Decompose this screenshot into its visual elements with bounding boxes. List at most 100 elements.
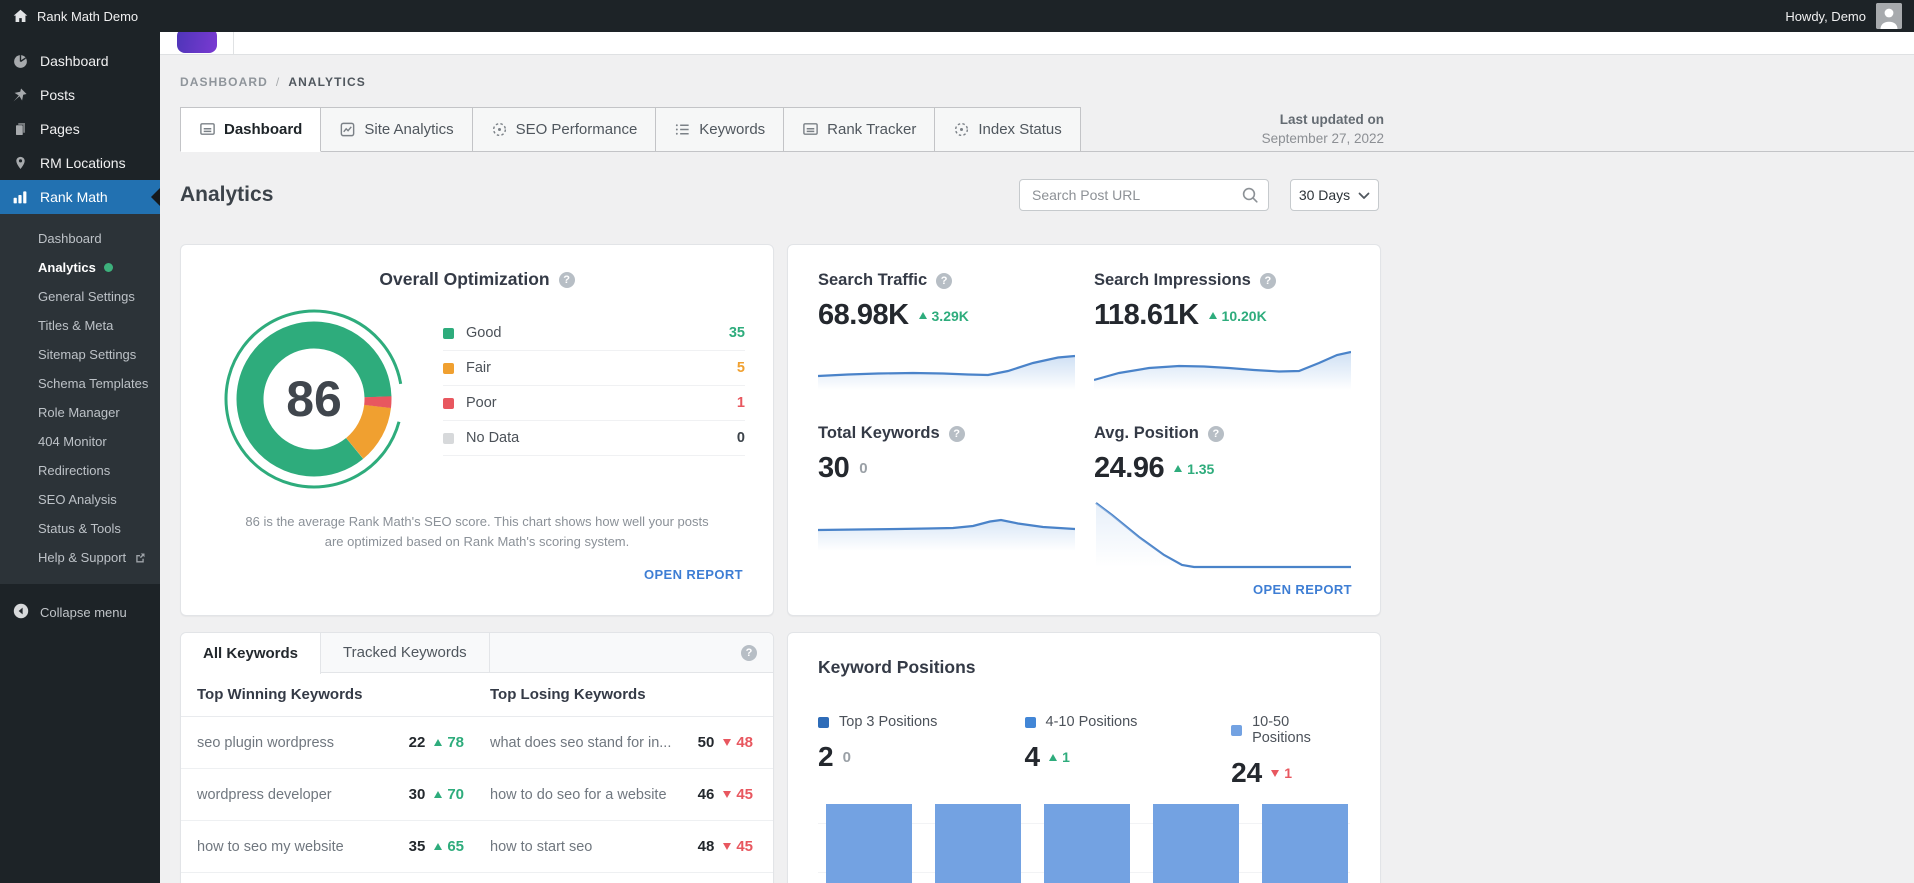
legend-row-good: Good 35 [443, 316, 745, 351]
keyword-position: 50 [698, 734, 715, 751]
up-arrow-icon [434, 791, 442, 798]
sidebar-item-label: RM Locations [40, 155, 126, 171]
keyword-link[interactable]: what does seo stand for in... [490, 735, 686, 751]
keywords-tabbar: All Keywords Tracked Keywords ? [181, 633, 773, 673]
sidebar-item-label: Posts [40, 87, 75, 103]
help-icon[interactable]: ? [559, 272, 575, 288]
tab-site-analytics[interactable]: Site Analytics [320, 107, 472, 152]
help-icon[interactable]: ? [949, 426, 965, 442]
admin-bar-account[interactable]: Howdy, Demo [1785, 3, 1902, 29]
submenu-item-dashboard[interactable]: Dashboard [0, 224, 160, 253]
group-delta: 1 [1062, 749, 1070, 765]
admin-bar-site-link[interactable]: Rank Math Demo [12, 8, 138, 25]
tab-label: Site Analytics [364, 121, 453, 138]
help-icon[interactable]: ? [1260, 273, 1276, 289]
open-report-link[interactable]: OPEN REPORT [644, 567, 743, 582]
sidebar-item-rm-locations[interactable]: RM Locations [0, 146, 160, 180]
tab-seo-performance[interactable]: SEO Performance [472, 107, 657, 152]
header-divider [233, 32, 234, 54]
tab-tracked-keywords[interactable]: Tracked Keywords [321, 633, 490, 672]
keyword-link[interactable]: how to start seo [490, 839, 686, 855]
submenu-item-seo-analysis[interactable]: SEO Analysis [0, 485, 160, 514]
help-icon[interactable]: ? [1208, 426, 1224, 442]
down-arrow-icon [1271, 770, 1279, 777]
keyword-position: 35 [409, 838, 426, 855]
last-updated-line1: Last updated on [1262, 111, 1384, 130]
external-link-icon [134, 552, 146, 564]
keyword-link[interactable]: how to seo my website [197, 839, 397, 855]
date-range-value: 30 Days [1299, 187, 1350, 203]
help-icon[interactable]: ? [936, 273, 952, 289]
metric-delta: 1.35 [1187, 461, 1214, 477]
last-updated: Last updated on September 27, 2022 [1262, 111, 1384, 149]
help-icon[interactable]: ? [741, 645, 757, 661]
breadcrumb-parent[interactable]: DASHBOARD [180, 75, 268, 89]
keyword-delta: 48 [736, 734, 753, 751]
collapse-label: Collapse menu [40, 605, 127, 620]
avg-position-sparkline [1094, 497, 1351, 589]
search-input[interactable] [1019, 179, 1269, 211]
submenu-item-404-monitor[interactable]: 404 Monitor [0, 427, 160, 456]
total-keywords-sparkline [818, 497, 1075, 551]
up-arrow-icon [1209, 312, 1217, 319]
page-title: Analytics [180, 183, 273, 207]
sidebar-item-dashboard[interactable]: Dashboard [0, 44, 160, 78]
submenu-item-titles-meta[interactable]: Titles & Meta [0, 311, 160, 340]
submenu-item-role-manager[interactable]: Role Manager [0, 398, 160, 427]
metric-delta: 0 [859, 460, 867, 477]
avatar[interactable] [1876, 3, 1902, 29]
search-impressions-sparkline [1094, 344, 1351, 390]
keywords-card: All Keywords Tracked Keywords ? Top Winn… [180, 632, 774, 883]
metric-search-traffic: Search Traffic ? 68.98K 3.29K [818, 271, 1076, 390]
monitor-icon [199, 121, 216, 138]
open-report-link[interactable]: OPEN REPORT [1253, 582, 1352, 597]
page-header-strip [160, 32, 1914, 55]
submenu-item-status-tools[interactable]: Status & Tools [0, 514, 160, 543]
seo-score-description: 86 is the average Rank Math's SEO score.… [209, 512, 745, 551]
keyword-link[interactable]: how to do seo for a website [490, 787, 686, 803]
tab-index-status[interactable]: Index Status [934, 107, 1080, 152]
legend-value: 35 [729, 325, 745, 341]
keyword-link[interactable]: wordpress developer [197, 787, 397, 803]
tab-rank-tracker[interactable]: Rank Tracker [783, 107, 935, 152]
submenu-item-analytics[interactable]: Analytics [0, 253, 160, 282]
submenu-label: SEO Analysis [38, 492, 117, 507]
submenu-label: Schema Templates [38, 376, 148, 391]
howdy-text[interactable]: Howdy, Demo [1785, 9, 1866, 24]
bar [1262, 804, 1348, 883]
submenu-item-redirections[interactable]: Redirections [0, 456, 160, 485]
sidebar-item-posts[interactable]: Posts [0, 78, 160, 112]
keyword-link[interactable]: seo plugin wordpress [197, 735, 397, 751]
group-label: 10-50 Positions [1252, 714, 1350, 746]
search-post-url-box [1019, 179, 1269, 211]
keyword-position: 46 [698, 786, 715, 803]
overall-optimization-card: Overall Optimization ? 86 Good [180, 244, 774, 616]
tab-dashboard[interactable]: Dashboard [180, 107, 321, 152]
down-arrow-icon [723, 791, 731, 798]
tab-all-keywords[interactable]: All Keywords [181, 633, 321, 674]
submenu-label: Dashboard [38, 231, 102, 246]
down-arrow-icon [723, 739, 731, 746]
location-pin-icon [10, 155, 30, 171]
submenu-item-help-support[interactable]: Help & Support [0, 543, 160, 572]
collapse-menu-button[interactable]: Collapse menu [0, 602, 160, 623]
seo-score-value: 86 [219, 304, 409, 494]
keyword-position: 22 [409, 734, 426, 751]
pages-icon [10, 121, 30, 137]
bar [1044, 804, 1130, 883]
sidebar-item-pages[interactable]: Pages [0, 112, 160, 146]
tab-keywords[interactable]: Keywords [655, 107, 784, 152]
submenu-item-general-settings[interactable]: General Settings [0, 282, 160, 311]
keyword-delta: 78 [447, 734, 464, 751]
sidebar-item-rank-math[interactable]: Rank Math [0, 180, 160, 214]
submenu-label: Redirections [38, 463, 110, 478]
keywords-table-header: Top Winning Keywords Top Losing Keywords [181, 673, 773, 717]
sidebar-item-label: Pages [40, 121, 80, 137]
submenu-label: Sitemap Settings [38, 347, 136, 362]
keyword-positions-card: Keyword Positions Top 3 Positions 2 0 [787, 632, 1381, 883]
submenu-label: Titles & Meta [38, 318, 113, 333]
target-icon [491, 121, 508, 138]
date-range-select[interactable]: 30 Days [1290, 179, 1379, 211]
submenu-item-sitemap-settings[interactable]: Sitemap Settings [0, 340, 160, 369]
submenu-item-schema-templates[interactable]: Schema Templates [0, 369, 160, 398]
